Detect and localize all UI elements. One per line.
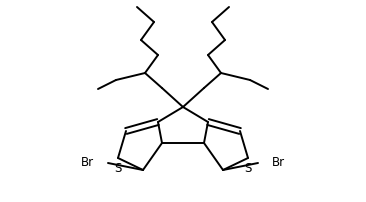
Text: S: S: [114, 162, 122, 175]
Text: Br: Br: [81, 156, 94, 168]
Text: Br: Br: [272, 156, 285, 168]
Text: S: S: [244, 162, 252, 175]
